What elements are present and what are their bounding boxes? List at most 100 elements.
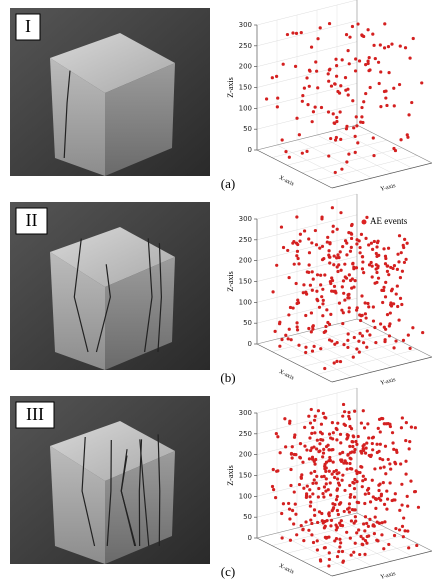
ae-event — [321, 298, 325, 302]
ae-event — [333, 82, 337, 86]
ae-event — [336, 269, 340, 274]
ae-event — [400, 482, 404, 486]
ae-event — [392, 533, 397, 538]
ae-event — [288, 305, 293, 310]
ae-event — [337, 471, 341, 475]
ae-event — [284, 150, 288, 154]
z-tick-label: 0 — [248, 146, 252, 154]
ae-event — [307, 326, 311, 331]
ae-event — [297, 482, 302, 487]
ae-event — [357, 239, 361, 243]
ae-event — [335, 494, 339, 499]
panel-label: (b) — [220, 370, 235, 385]
ae-event — [357, 528, 361, 532]
ae-event — [374, 267, 378, 271]
ae-event — [305, 76, 309, 80]
ae-event — [405, 133, 409, 137]
ae-event — [304, 520, 308, 524]
ae-event — [367, 491, 371, 496]
z-grid-line — [256, 83, 358, 109]
ae-event — [375, 520, 379, 524]
ae-event — [321, 455, 325, 459]
ae-event — [397, 528, 402, 532]
ae-event — [354, 469, 358, 473]
ae-event — [383, 254, 388, 258]
ae-event — [338, 432, 343, 436]
ae-event — [379, 105, 383, 109]
ae-event — [341, 279, 346, 283]
ae-event — [274, 432, 278, 436]
ae-event — [329, 493, 333, 497]
ae-event — [328, 458, 332, 462]
z-tick-label: 50 — [243, 513, 252, 521]
ae-event — [342, 509, 346, 514]
ae-event — [364, 316, 368, 320]
ae-event — [313, 513, 317, 518]
ae-event — [327, 21, 332, 26]
ae-event — [348, 35, 352, 39]
ae-event — [367, 243, 371, 247]
ae-event — [302, 486, 306, 490]
ae-event — [319, 273, 323, 277]
ae-event — [353, 515, 357, 519]
ae-event — [390, 287, 394, 291]
ae-event — [392, 104, 396, 108]
ae-event — [365, 329, 369, 333]
ae-event — [359, 120, 363, 124]
ae-event — [389, 304, 394, 308]
ae-event — [351, 434, 355, 438]
crack — [73, 238, 89, 353]
ae-event — [348, 456, 352, 460]
ae-event — [309, 330, 313, 334]
ae-event — [361, 260, 365, 264]
ae-event — [386, 264, 390, 268]
ae-event — [338, 359, 343, 364]
ae-event — [327, 564, 331, 568]
ae-event — [326, 488, 330, 492]
ae-event — [338, 110, 342, 114]
floor-grid — [296, 333, 373, 373]
ae-event — [329, 518, 334, 523]
ae-event — [344, 127, 349, 131]
ae-event — [315, 69, 319, 73]
floor-grid — [286, 333, 388, 360]
ae-event — [347, 273, 351, 277]
floor-grid — [316, 155, 418, 181]
numeral-box — [15, 401, 55, 429]
ae-event — [340, 58, 344, 62]
ae-event — [399, 138, 403, 142]
z-tick-label: 100 — [239, 104, 252, 112]
ae-event — [313, 462, 317, 466]
ae-event — [351, 99, 355, 103]
ae-event — [347, 152, 351, 156]
ae-event — [383, 295, 388, 299]
ae-event — [392, 346, 396, 350]
ae-event — [378, 430, 382, 434]
panel-numeral: III — [26, 404, 44, 424]
z-tick-label: 100 — [239, 492, 252, 500]
ae-event — [321, 287, 325, 291]
ae-event — [301, 527, 305, 531]
ae-event — [367, 263, 372, 267]
ae-event — [275, 105, 279, 109]
ae-event — [308, 436, 312, 440]
ae-event — [317, 510, 322, 514]
ae-event — [389, 467, 393, 471]
ae-event — [310, 288, 314, 292]
ae-event — [319, 347, 323, 351]
crack — [106, 440, 112, 547]
ae-event — [311, 425, 315, 430]
floor-grid — [316, 328, 393, 368]
ae-event — [385, 497, 390, 501]
ae-event — [385, 313, 390, 317]
ae-event — [340, 458, 344, 462]
floor-grid — [276, 338, 353, 378]
y-axis-line — [331, 356, 432, 383]
ae-event — [392, 447, 396, 451]
ae-event — [322, 546, 326, 550]
ae-event — [350, 440, 354, 444]
ae-event — [310, 431, 314, 435]
z-grid-line — [256, 62, 358, 88]
ae-event — [380, 521, 384, 525]
ae-event — [376, 276, 381, 280]
